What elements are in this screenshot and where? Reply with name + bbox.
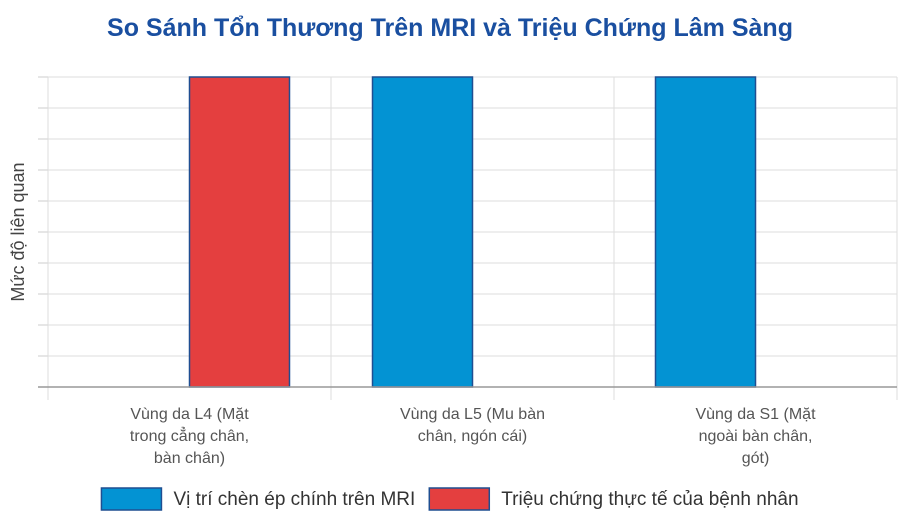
x-tick-label: gót) <box>742 450 770 467</box>
legend-swatch <box>428 487 491 511</box>
x-tick-label: bàn chân) <box>154 450 225 467</box>
legend-label: Triệu chứng thực tế của bệnh nhân <box>501 489 798 510</box>
y-axis-label: Mức độ liên quan <box>8 162 28 301</box>
bar <box>188 76 291 388</box>
tick-labels: Vùng da L4 (Mặt trong cẳng chân, bàn chân)… <box>130 406 816 467</box>
bar <box>654 76 757 388</box>
bars <box>188 76 757 388</box>
legend-label: Vị trí chèn ép chính trên MRI <box>173 489 415 510</box>
x-tick-label: chân, ngón cái) <box>418 428 527 445</box>
x-tick-label: Vùng da S1 (Mặt <box>695 406 816 423</box>
bar <box>371 76 474 388</box>
x-tick-label: Vùng da L5 (Mu bàn <box>400 406 545 423</box>
x-tick-label: Vùng da L4 (Mặt <box>130 406 249 423</box>
chart-title: So Sánh Tổn Thương Trên MRI và Triệu Chứ… <box>107 14 793 42</box>
x-tick-label: trong cẳng chân, <box>130 426 249 445</box>
legend-swatch <box>100 487 163 511</box>
legend: Vị trí chèn ép chính trên MRI Triệu chứng… <box>100 487 799 511</box>
x-tick-label: ngoài bàn chân, <box>699 428 813 445</box>
